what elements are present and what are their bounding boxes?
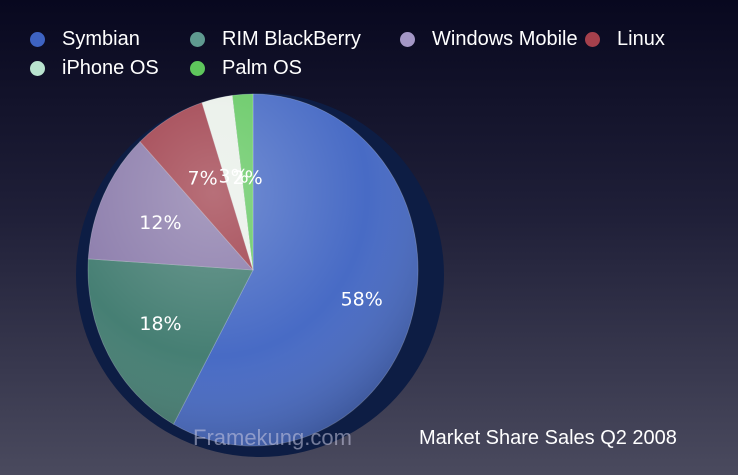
- data-label: 2%: [233, 167, 263, 189]
- legend-label: Linux: [617, 28, 665, 50]
- data-label: 7%: [188, 168, 218, 190]
- legend-dot-icon: [585, 32, 600, 47]
- legend-label: Symbian: [62, 28, 140, 50]
- pie-labels: 58% 18% 12% 7% 3%2%: [139, 166, 383, 335]
- legend-item-iphone-os: iPhone OS: [30, 57, 190, 80]
- legend-label: Palm OS: [222, 57, 303, 79]
- legend-label: Windows Mobile: [432, 28, 578, 50]
- legend-dot-icon: [30, 61, 45, 76]
- legend-dot-icon: [30, 32, 45, 47]
- legend-item-linux: Linux: [585, 28, 665, 51]
- legend-row: iPhone OS Palm OS: [30, 54, 730, 83]
- legend-dot-icon: [190, 32, 205, 47]
- legend-item-palm-os: Palm OS: [190, 57, 400, 80]
- data-label: 18%: [139, 313, 181, 335]
- legend-dot-icon: [190, 61, 205, 76]
- legend-label: RIM BlackBerry: [222, 28, 361, 50]
- legend-item-rim-blackberry: RIM BlackBerry: [190, 28, 400, 51]
- legend-item-windows-mobile: Windows Mobile: [400, 28, 585, 51]
- data-label: 58%: [341, 288, 383, 310]
- chart-title: Market Share Sales Q2 2008: [419, 427, 677, 449]
- legend-label: iPhone OS: [62, 57, 159, 79]
- legend: Symbian RIM BlackBerry Windows Mobile Li…: [30, 25, 730, 83]
- data-label: 12%: [139, 212, 181, 234]
- legend-dot-icon: [400, 32, 415, 47]
- legend-item-symbian: Symbian: [30, 28, 190, 51]
- legend-row: Symbian RIM BlackBerry Windows Mobile Li…: [30, 25, 730, 54]
- pie-shine: [88, 94, 418, 446]
- data-label: 3%: [219, 166, 249, 188]
- watermark: Framekung.com: [193, 425, 352, 450]
